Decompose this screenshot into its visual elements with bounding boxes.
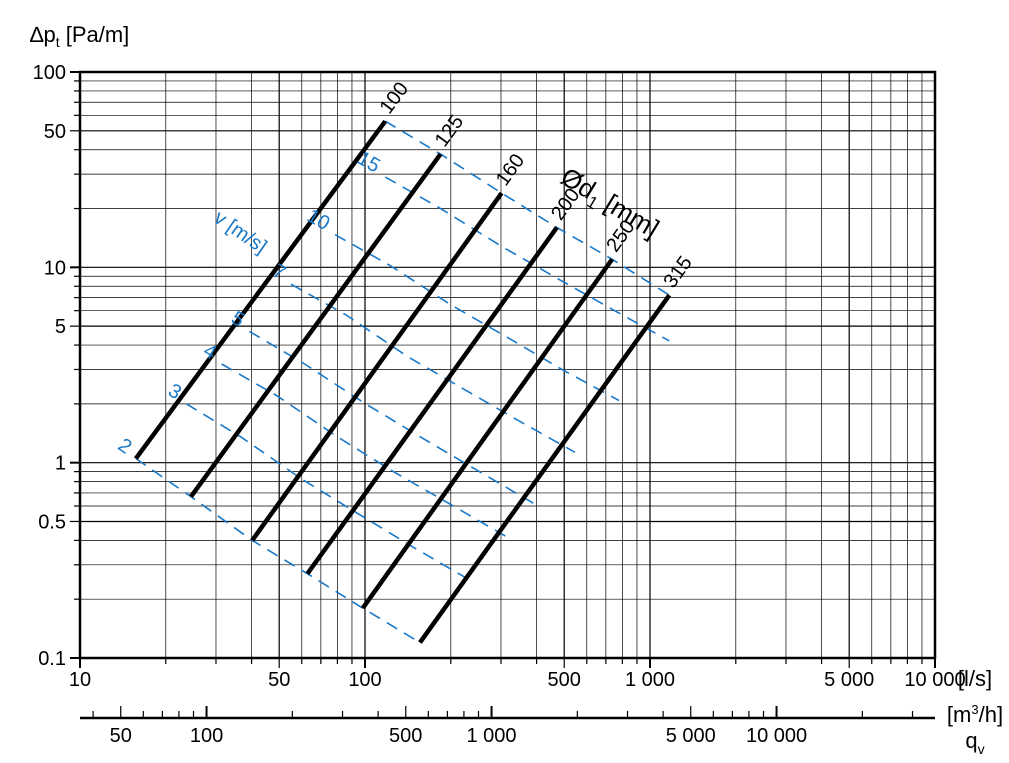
diameter-label-160: 160 [492,150,529,190]
velocity-line-2 [136,459,420,643]
xtick-label-primary: 10 000 [904,669,965,691]
y-axis-title: ∆pt [Pa/m] [30,22,129,50]
xtick-label-secondary: 50 [110,725,132,747]
velocity-label-7: 7 [269,260,289,285]
diameter-label-125: 125 [431,111,468,151]
xtick-label-secondary: 100 [190,725,223,747]
x-axis-primary-unit: [l/s] [958,666,992,691]
xtick-label-primary: 1 000 [625,669,675,691]
velocity-label-10: 10 [303,205,333,235]
velocity-label-2: 2 [114,434,136,458]
xtick-label-primary: 5 000 [824,669,874,691]
friction-chart: 10501005001 0005 00010 000[l/s]0.10.5151… [0,0,1009,763]
ytick-label: 0.5 [38,511,66,533]
x-axis-secondary-symbol: qv [965,728,984,757]
x-axis-secondary-unit: [m3/h] [947,702,1003,727]
xtick-label-primary: 10 [69,669,91,691]
ytick-label: 10 [44,257,66,279]
diameter-label-100: 100 [376,78,414,118]
ytick-label: 0.1 [38,648,66,670]
xtick-label-secondary: 10 000 [746,725,807,747]
xtick-label-primary: 500 [548,669,581,691]
diameter-line-315 [420,295,669,642]
diameter-line-250 [363,259,612,608]
velocity-label-15: 15 [353,147,383,177]
xtick-label-primary: 50 [268,669,290,691]
xtick-label-secondary: 5 000 [666,725,716,747]
velocity-line-10 [335,235,619,401]
xtick-label-secondary: 500 [389,725,422,747]
ytick-label: 5 [55,316,66,338]
ytick-label: 1 [55,453,66,475]
velocity-axis-label: v [m/s] [210,207,271,259]
ytick-label: 100 [33,62,66,84]
ytick-label: 50 [44,121,66,143]
velocity-label-3: 3 [164,380,185,405]
xtick-label-primary: 100 [348,669,381,691]
xtick-label-secondary: 1 000 [467,725,517,747]
velocity-line-4 [222,364,506,536]
